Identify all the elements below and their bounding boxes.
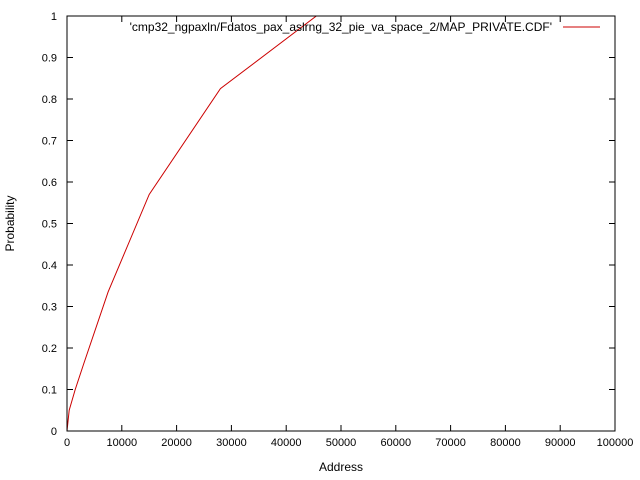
- x-tick-label: 10000: [107, 437, 138, 449]
- x-tick-label: 90000: [545, 437, 576, 449]
- y-tick-label: 0.2: [42, 343, 57, 355]
- x-axis-label: Address: [319, 460, 363, 474]
- y-tick-label: 0.5: [42, 219, 57, 231]
- y-tick-label: 0.7: [42, 136, 57, 148]
- y-tick-label: 0.4: [42, 260, 57, 272]
- y-tick-label: 0.8: [42, 94, 57, 106]
- x-tick-label: 30000: [216, 437, 247, 449]
- x-tick-label: 60000: [381, 437, 412, 449]
- x-tick-label: 70000: [435, 437, 466, 449]
- series-layer: [67, 16, 317, 431]
- y-axis-label: Probability: [3, 195, 17, 251]
- y-tick-label: 0.9: [42, 53, 57, 65]
- legend-label: 'cmp32_ngpaxln/Fdatos_pax_aslrng_32_pie_…: [130, 20, 552, 34]
- series-line: [67, 16, 317, 431]
- y-tick-label: 0: [51, 426, 57, 438]
- x-tick-label: 20000: [161, 437, 192, 449]
- x-tick-label: 50000: [326, 437, 357, 449]
- x-tick-label: 40000: [271, 437, 302, 449]
- x-tick-label: 80000: [490, 437, 521, 449]
- y-tick-label: 0.1: [42, 385, 57, 397]
- legend: 'cmp32_ngpaxln/Fdatos_pax_aslrng_32_pie_…: [130, 20, 600, 34]
- tick-labels-layer: 0 10000 20000 30000 40000 50000 60000 70000 8000…: [42, 11, 634, 449]
- y-tick-label: 1: [51, 11, 57, 23]
- x-tick-label: 0: [64, 437, 70, 449]
- x-tick-label: 100000: [597, 437, 634, 449]
- ticks-layer: [66, 15, 616, 432]
- y-tick-label: 0.6: [42, 177, 57, 189]
- y-tick-label: 0.3: [42, 302, 57, 314]
- plot-frame: [66, 15, 616, 432]
